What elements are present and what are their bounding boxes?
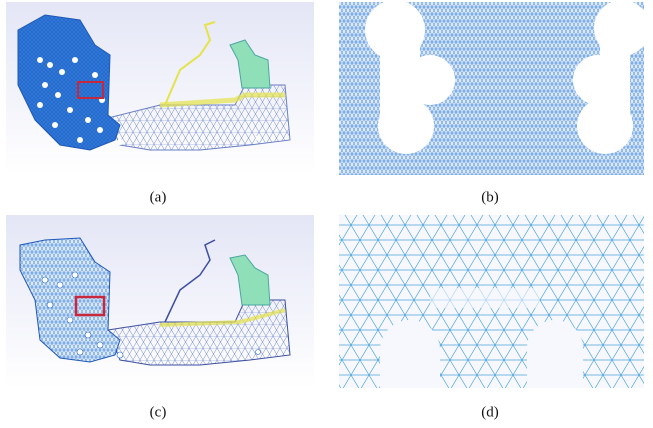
panel-a-shape-shape <box>59 69 65 75</box>
panel-a-shape-shape <box>256 136 261 141</box>
panel-c-shape-shape <box>256 350 261 355</box>
panel-c-shape-shape <box>77 349 83 355</box>
figure: (a) (b) (c) (d) <box>0 0 653 428</box>
panel-a-shape-shape <box>37 57 43 63</box>
panel-d <box>339 215 644 388</box>
panel-c-shape-shape <box>47 302 53 308</box>
panel-a-shape-shape <box>52 122 58 128</box>
page: {"captions": ["(a)", "(b)", "(c)", "(d)"… <box>0 0 653 428</box>
panel-c-shape-shape <box>57 282 63 288</box>
panel-a <box>6 2 314 175</box>
panel-a-shape-shape <box>85 117 91 123</box>
panel-a-shape-shape <box>77 137 83 143</box>
panel-b <box>339 0 650 175</box>
panel-d-shape-shape <box>527 348 583 388</box>
panel-c-shape-shape <box>72 272 78 278</box>
panel-b-shape-shape <box>380 30 420 120</box>
panel-c-shape-shape <box>85 332 91 338</box>
caption-a: (a) <box>150 189 167 205</box>
panel-a-shape-shape <box>47 62 53 68</box>
caption-d: (d) <box>481 404 499 420</box>
panel-c <box>6 215 314 388</box>
panel-a-shape-shape <box>92 72 98 78</box>
panel-c-shape-shape <box>97 342 103 348</box>
panel-a-shape-shape <box>117 139 123 145</box>
panel-c-shape-shape <box>117 352 123 358</box>
panel-b-shape-shape <box>600 30 630 120</box>
panel-a-shape-shape <box>72 57 78 63</box>
panel-a-shape-shape <box>97 127 103 133</box>
panel-a-shape-shape <box>67 107 73 113</box>
panel-a-shape-shape <box>55 92 61 98</box>
panel-a-shape-shape <box>42 82 48 88</box>
caption-b: (b) <box>481 189 499 205</box>
panel-d-shape-shape <box>380 350 440 388</box>
panel-d-shape-shape <box>430 288 540 308</box>
panel-a-shape-shape <box>37 102 43 108</box>
caption-c: (c) <box>150 404 167 420</box>
panel-c-shape-shape <box>42 277 48 283</box>
panel-c-shape-shape <box>67 317 73 323</box>
